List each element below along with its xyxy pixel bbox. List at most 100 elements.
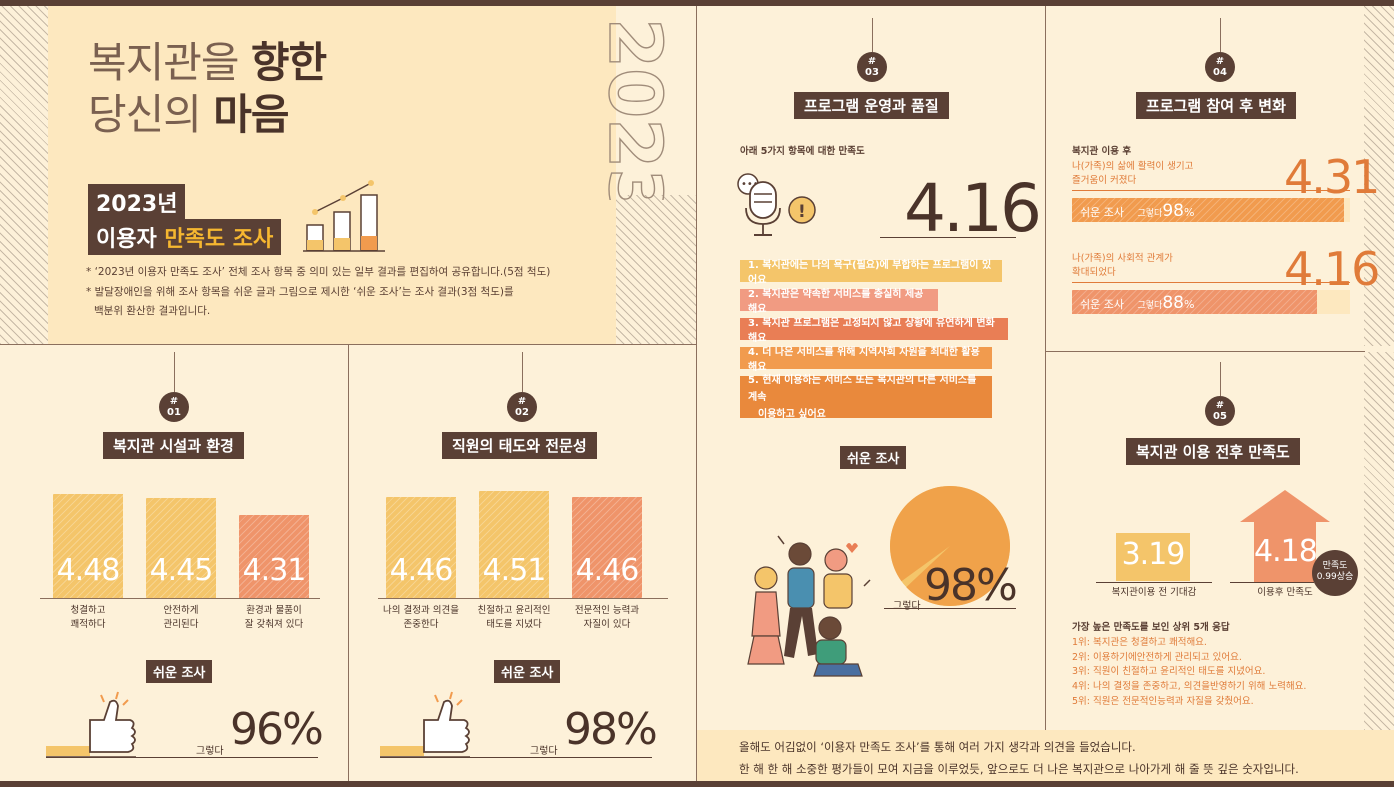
program-item-text: 이용하고 싶어요: [758, 408, 826, 420]
easy-pct-03: 98%: [924, 560, 1018, 611]
score-underline: [1072, 190, 1350, 191]
easy-bar-fill: [1072, 198, 1345, 222]
connector-line: [1220, 18, 1221, 52]
program-item-text: 3. 복지관 프로그램은 고정되지 않고 상황에 유연하게 변화해요: [748, 318, 995, 344]
after-label: 이용후 만족도: [1257, 587, 1313, 598]
baseline: [380, 757, 652, 758]
section-number-05: #05: [1205, 396, 1235, 426]
program-item-text: 2. 복지관은 약속한 서비스를 충실히 제공해요: [748, 289, 924, 315]
sec03-score: 4.16: [904, 170, 1042, 247]
footer-line2: 한 해 한 해 소중한 평가들이 모여 지금을 이루었듯, 앞으로도 더 나은 …: [739, 762, 1299, 776]
program-item-text: 4. 더 나은 서비스를 위해 지역사회 자원을 최대한 활용해요: [748, 347, 980, 373]
program-item: 2. 복지관은 약속한 서비스를 충실히 제공해요: [740, 289, 938, 315]
title-text: 복지관을: [88, 38, 240, 87]
page-title-line1: 복지관을 향한: [88, 38, 327, 88]
score-bar: 4.46: [572, 496, 642, 598]
bar-label: 자질이 있다: [583, 619, 631, 630]
connector-line: [522, 352, 523, 392]
section-num-text: 04: [1213, 67, 1227, 78]
score-bar: 4.51: [479, 490, 549, 598]
thumbs-up-icon: [380, 691, 470, 758]
change-score: 4.31: [1284, 150, 1380, 204]
easy-pct-01: 96%: [230, 704, 324, 755]
easy-bar-label: 쉬운 조사: [1080, 206, 1124, 219]
baseline: [1096, 582, 1212, 583]
survey-label-a: 이용자: [96, 227, 157, 252]
easy-bar-text: 쉬운 조사 그렇다98%: [1080, 201, 1194, 221]
easy-word-03: 그렇다: [893, 601, 921, 612]
footer-panel: 올해도 어김없이 ‘이용자 만족도 조사’를 통해 여러 가지 생각과 의견을 …: [697, 730, 1394, 781]
bar-label: 태도를 지녔다: [486, 619, 542, 630]
before-label: 복지관이용 전 기대감: [1111, 587, 1197, 598]
easy-bar-pct: 98: [1162, 201, 1184, 221]
easy-bar-track: 쉬운 조사 그렇다88%: [1072, 290, 1350, 314]
house-arrow-icon: [1240, 490, 1330, 582]
divider: [1045, 6, 1046, 730]
score-bar: 4.48: [53, 494, 123, 598]
easy-bar-word: 그렇다: [1137, 209, 1163, 219]
year-vertical-text: 2023: [593, 18, 677, 200]
note-1: * ‘2023년 이용자 만족도 조사’ 전체 조사 항목 중 의미 있는 일부…: [86, 266, 551, 278]
connector-line: [1220, 362, 1221, 396]
change-label: 나(가족)의 삶에 활력이 생기고: [1072, 161, 1194, 172]
sec04-subtitle: 복지관 이용 후: [1072, 146, 1132, 157]
change-label: 확대되었다: [1072, 267, 1116, 278]
easy-bar-unit: %: [1183, 206, 1195, 219]
hatch-left: [0, 6, 48, 344]
section-title-04: 프로그램 참여 후 변화: [1136, 92, 1296, 119]
program-item: 4. 더 나은 서비스를 위해 지역사회 자원을 최대한 활용해요: [740, 347, 992, 373]
score-bar: 4.46: [386, 496, 456, 598]
change-label: 나(가족)의 사회적 관계가: [1072, 253, 1173, 264]
program-item: 5. 현재 이용하는 서비스 또는 복지관의 다른 서비스를 계속 이용하고 싶어…: [740, 375, 992, 420]
rank-item: 3위: 직원이 친절하고 윤리적인 태도를 지녔어요.: [1072, 666, 1266, 678]
program-item: 1. 복지관에는 나의 욕구(필요)에 부합하는 프로그램이 있어요: [740, 260, 1002, 286]
section-title-03: 프로그램 운영과 품질: [794, 92, 949, 119]
sec03-subtitle: 아래 5가지 항목에 대한 만족도: [740, 146, 865, 157]
program-item: 3. 복지관 프로그램은 고정되지 않고 상황에 유연하게 변화해요: [740, 318, 1008, 344]
divider: [348, 344, 349, 781]
before-value: 3.19: [1121, 537, 1186, 572]
year-vertical-outline: 2023: [592, 17, 677, 200]
note-2: * 발달장애인을 위해 조사 항목을 쉬운 글과 그림으로 제시한 ‘쉬운 조사…: [86, 286, 514, 298]
badge-line2: 0.99상승: [1316, 572, 1354, 582]
rank-item: 1위: 복지관은 청결하고 쾌적해요.: [1072, 637, 1207, 648]
divider: [0, 344, 697, 345]
bar-value: 4.31: [242, 552, 307, 588]
people-cheering-illustration: [747, 535, 871, 677]
change-score: 4.16: [1284, 242, 1380, 296]
section-title-01: 복지관 시설과 환경: [103, 432, 244, 459]
bar-label: 쾌적하다: [70, 619, 106, 630]
baseline: [40, 598, 320, 599]
easy-bar-text: 쉬운 조사 그렇다88%: [1080, 293, 1194, 313]
easy-bar-unit: %: [1183, 298, 1195, 311]
section-number-03: #03: [857, 52, 887, 82]
baseline: [378, 598, 668, 599]
easy-bar-track: 쉬운 조사 그렇다98%: [1072, 198, 1350, 222]
bar-value: 4.46: [389, 552, 454, 588]
year-label: 2023년: [88, 184, 186, 220]
section-num-text: 05: [1213, 411, 1227, 422]
bar-value: 4.51: [482, 552, 547, 588]
easy-bar-fill: [1072, 290, 1317, 314]
top5-title: 가장 높은 만족도를 보인 상위 5개 응답: [1072, 622, 1230, 633]
bar-label: 친절하고 윤리적인: [477, 605, 551, 616]
easy-pct-02: 98%: [564, 704, 658, 755]
microphone-icon: ••• !: [737, 173, 816, 236]
hatch-right: [1364, 6, 1394, 346]
section-number-01: #01: [159, 392, 189, 422]
baseline: [1230, 582, 1314, 583]
bar-value: 4.45: [149, 553, 214, 588]
top-border: [0, 0, 1394, 6]
growth-chart-icon: [303, 180, 385, 252]
after-value: 4.18: [1254, 534, 1318, 569]
easy-bar-label: 쉬운 조사: [1080, 298, 1124, 311]
rank-item: 4위: 나의 결정을 존중하고, 의견을반영하기 위해 노력해요.: [1072, 681, 1307, 693]
program-item-text: 1. 복지관에는 나의 욕구(필요)에 부합하는 프로그램이 있어요: [748, 260, 992, 286]
easy-bar-pct: 88: [1162, 293, 1184, 313]
page-title-line2: 당신의 마음: [88, 90, 290, 140]
connector-line: [872, 18, 873, 52]
score-bar: 4.31: [239, 514, 309, 598]
section-number-04: #04: [1205, 52, 1235, 82]
bar-label: 환경과 물품이: [246, 605, 302, 616]
baseline: [880, 237, 1016, 238]
